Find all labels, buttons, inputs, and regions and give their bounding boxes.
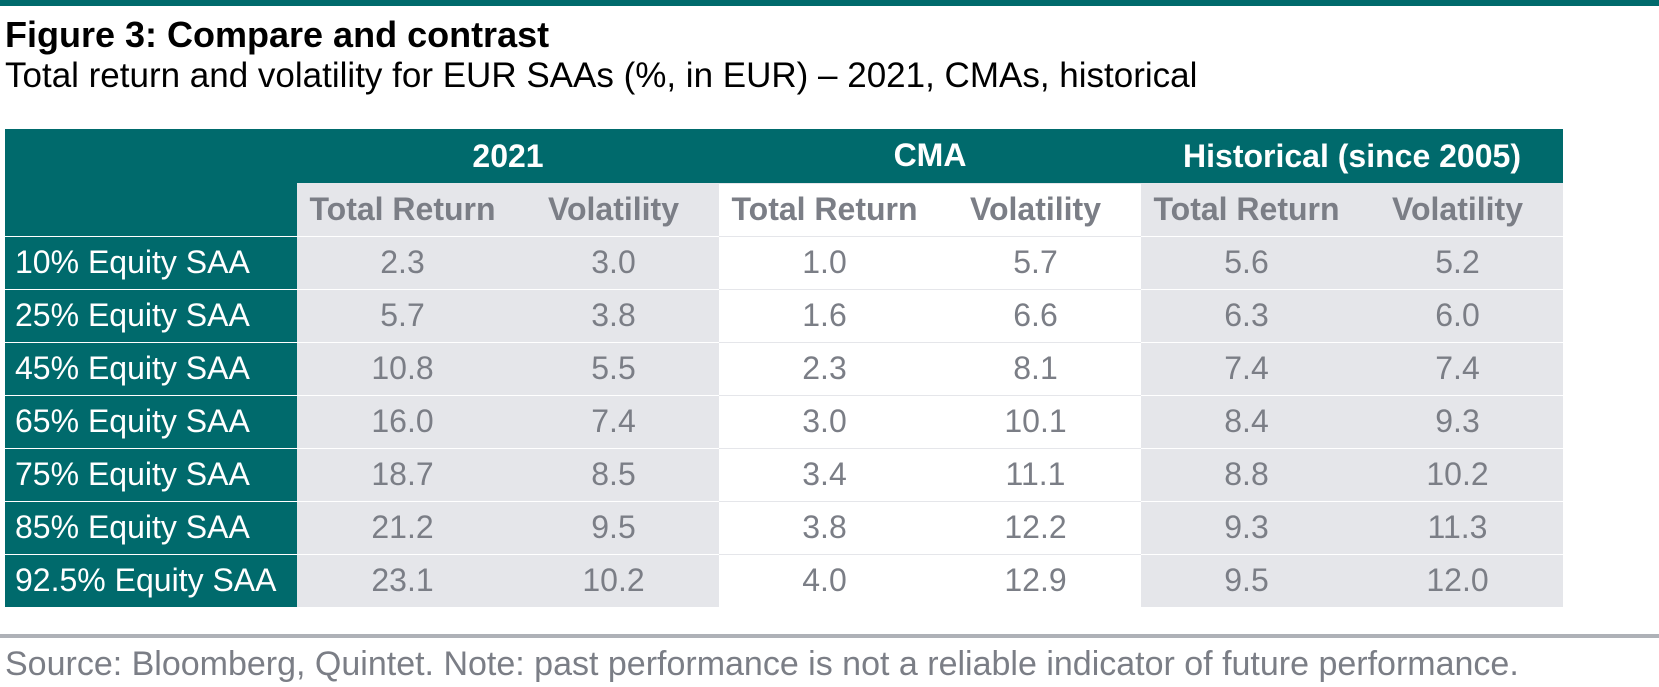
table-cell: 9.5 <box>1141 553 1352 607</box>
table-cell: 7.4 <box>1141 341 1352 395</box>
source-note: Source: Bloomberg, Quintet. Note: past p… <box>5 645 1519 683</box>
table-cell: 2.3 <box>719 341 930 395</box>
table-cell: 1.0 <box>719 235 930 289</box>
table-cell: 10.8 <box>297 341 508 395</box>
column-header: Total Return <box>1141 183 1352 236</box>
table-cell: 12.0 <box>1352 553 1563 607</box>
table-row: 25% Equity SAA 5.7 3.8 1.6 6.6 6.3 6.0 <box>5 288 1563 342</box>
column-header: Volatility <box>508 183 719 236</box>
table-cell: 8.8 <box>1141 447 1352 501</box>
table-cell: 6.0 <box>1352 288 1563 342</box>
column-header: Total Return <box>297 183 508 236</box>
table-cell: 6.6 <box>930 288 1141 342</box>
row-label: 92.5% Equity SAA <box>5 553 297 607</box>
table-cell: 5.5 <box>508 341 719 395</box>
table-cell: 3.4 <box>719 447 930 501</box>
data-table: 2021 CMA Historical (since 2005) Total R… <box>5 129 1563 607</box>
row-label: 45% Equity SAA <box>5 341 297 395</box>
table-cell: 5.2 <box>1352 235 1563 289</box>
group-header-2021: 2021 <box>297 129 719 183</box>
row-label: 10% Equity SAA <box>5 235 297 289</box>
table-cell: 18.7 <box>297 447 508 501</box>
table-cell: 10.1 <box>930 394 1141 448</box>
table-row: 65% Equity SAA 16.0 7.4 3.0 10.1 8.4 9.3 <box>5 394 1563 448</box>
table-cell: 8.1 <box>930 341 1141 395</box>
table-cell: 9.5 <box>508 500 719 554</box>
row-label: 85% Equity SAA <box>5 500 297 554</box>
table-cell: 10.2 <box>508 553 719 607</box>
table-cell: 3.0 <box>719 394 930 448</box>
table-cell: 11.1 <box>930 447 1141 501</box>
table-cell: 9.3 <box>1352 394 1563 448</box>
header-corner <box>5 129 297 236</box>
table-cell: 1.6 <box>719 288 930 342</box>
column-header: Total Return <box>719 182 930 236</box>
table-row: 45% Equity SAA 10.8 5.5 2.3 8.1 7.4 7.4 <box>5 341 1563 395</box>
table-cell: 12.2 <box>930 500 1141 554</box>
table-cell: 11.3 <box>1352 500 1563 554</box>
top-rule <box>0 0 1659 6</box>
table-cell: 8.4 <box>1141 394 1352 448</box>
table-cell: 4.0 <box>719 553 930 607</box>
row-label: 25% Equity SAA <box>5 288 297 342</box>
table-cell: 16.0 <box>297 394 508 448</box>
table-cell: 5.7 <box>930 235 1141 289</box>
figure-subtitle: Total return and volatility for EUR SAAs… <box>5 56 1198 95</box>
bottom-rule <box>0 634 1659 638</box>
table-cell: 2.3 <box>297 235 508 289</box>
table-cell: 10.2 <box>1352 447 1563 501</box>
table-cell: 9.3 <box>1141 500 1352 554</box>
table-cell: 3.8 <box>719 500 930 554</box>
table-cell: 5.6 <box>1141 235 1352 289</box>
table-cell: 21.2 <box>297 500 508 554</box>
table-cell: 7.4 <box>1352 341 1563 395</box>
table-cell: 6.3 <box>1141 288 1352 342</box>
row-label: 75% Equity SAA <box>5 447 297 501</box>
group-header-historical: Historical (since 2005) <box>1141 129 1563 183</box>
figure-title: Figure 3: Compare and contrast <box>5 14 550 55</box>
group-header-cma: CMA <box>719 129 1141 183</box>
table-cell: 12.9 <box>930 553 1141 607</box>
row-label: 65% Equity SAA <box>5 394 297 448</box>
table-cell: 5.7 <box>297 288 508 342</box>
table-row: 92.5% Equity SAA 23.1 10.2 4.0 12.9 9.5 12.0 <box>5 553 1563 607</box>
table-cell: 3.8 <box>508 288 719 342</box>
table-cell: 7.4 <box>508 394 719 448</box>
column-header: Volatility <box>930 182 1141 236</box>
table-cell: 8.5 <box>508 447 719 501</box>
table-cell: 3.0 <box>508 235 719 289</box>
table-row: 85% Equity SAA 21.2 9.5 3.8 12.2 9.3 11.3 <box>5 500 1563 554</box>
column-header: Volatility <box>1352 183 1563 236</box>
table-row: 75% Equity SAA 18.7 8.5 3.4 11.1 8.8 10.2 <box>5 447 1563 501</box>
table-row: 10% Equity SAA 2.3 3.0 1.0 5.7 5.6 5.2 <box>5 235 1563 289</box>
table-cell: 23.1 <box>297 553 508 607</box>
